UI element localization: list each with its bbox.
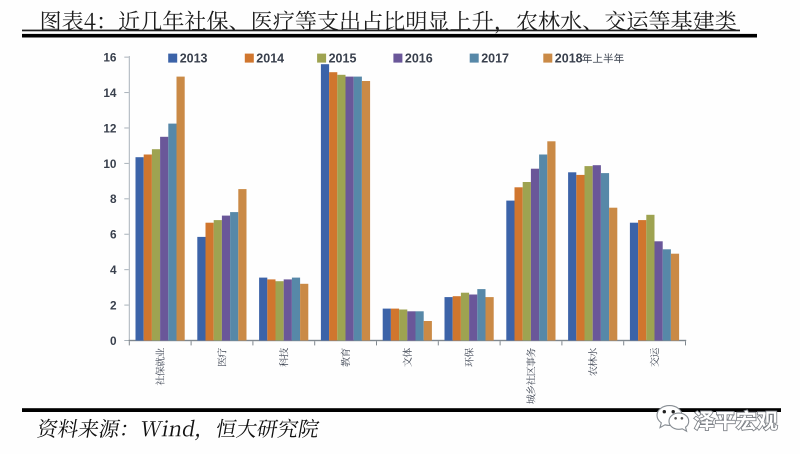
svg-text:10: 10 <box>103 157 117 171</box>
svg-text:16: 16 <box>103 51 117 65</box>
svg-text:0: 0 <box>110 334 117 348</box>
svg-text:2015: 2015 <box>329 52 357 66</box>
svg-text:12: 12 <box>103 121 117 135</box>
svg-text:6: 6 <box>110 228 117 242</box>
svg-text:2016: 2016 <box>405 52 433 66</box>
svg-text:8: 8 <box>110 192 117 206</box>
svg-text:2014: 2014 <box>256 52 284 66</box>
svg-text:2: 2 <box>110 298 117 312</box>
svg-text:2018: 2018 <box>555 52 583 66</box>
svg-text:4: 4 <box>110 263 117 277</box>
svg-text:2017: 2017 <box>481 52 509 66</box>
svg-text:2013: 2013 <box>180 52 208 66</box>
svg-text:14: 14 <box>103 86 117 100</box>
